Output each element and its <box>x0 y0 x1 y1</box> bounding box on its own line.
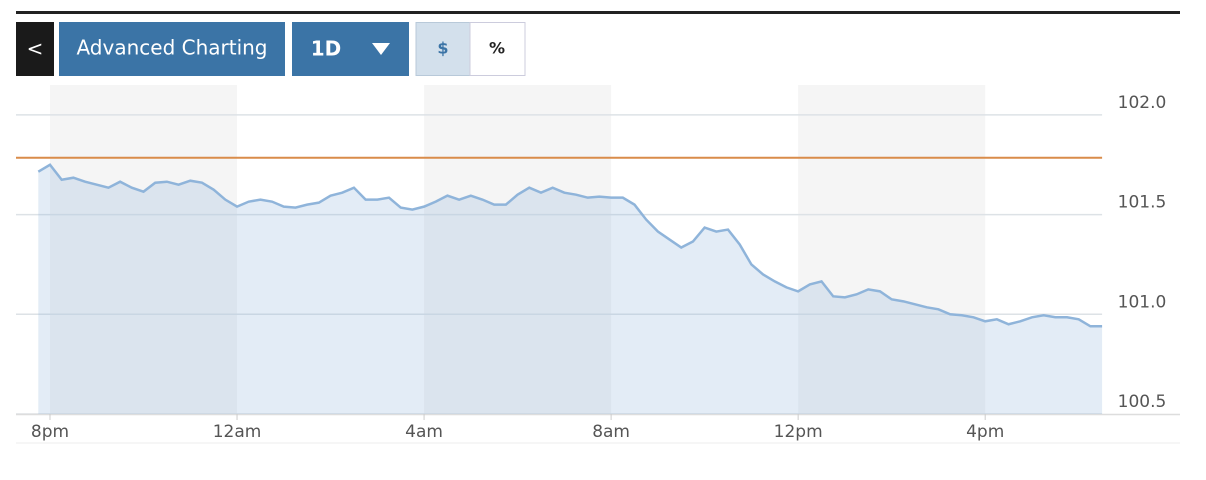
y-tick-label: 101.5 <box>1118 193 1167 213</box>
time-band <box>424 85 612 414</box>
top-rule <box>16 11 1180 14</box>
area-fill <box>38 164 1103 414</box>
x-tick-label: 8pm <box>31 422 69 442</box>
y-tick-label: 101.0 <box>1118 292 1167 312</box>
button-label: Advanced Charting <box>76 36 267 60</box>
x-tick-label: 12am <box>213 422 262 442</box>
range-dropdown[interactable] <box>292 22 409 76</box>
time-band <box>49 85 238 414</box>
y-tick-label: 100.5 <box>1118 392 1167 412</box>
currency-toggle[interactable] <box>415 22 471 76</box>
x-tick-label: 4am <box>405 422 443 442</box>
back-icon: < <box>27 37 44 61</box>
percent-label: % <box>489 39 505 58</box>
advanced-charting-button[interactable] <box>59 22 285 76</box>
price-line <box>37 163 1103 328</box>
dropdown-arrow <box>372 43 390 55</box>
x-tick-label: 12pm <box>774 422 823 442</box>
y-tick-label: 102.0 <box>1118 93 1167 113</box>
currency-label: $ <box>437 39 448 58</box>
time-band <box>798 85 986 414</box>
plot-background <box>16 85 1103 415</box>
percent-toggle[interactable] <box>469 22 526 76</box>
x-tick-label: 4pm <box>966 422 1004 442</box>
x-tick-label: 8am <box>592 422 630 442</box>
back-button[interactable] <box>16 22 54 76</box>
range-label: 1D <box>311 37 342 61</box>
